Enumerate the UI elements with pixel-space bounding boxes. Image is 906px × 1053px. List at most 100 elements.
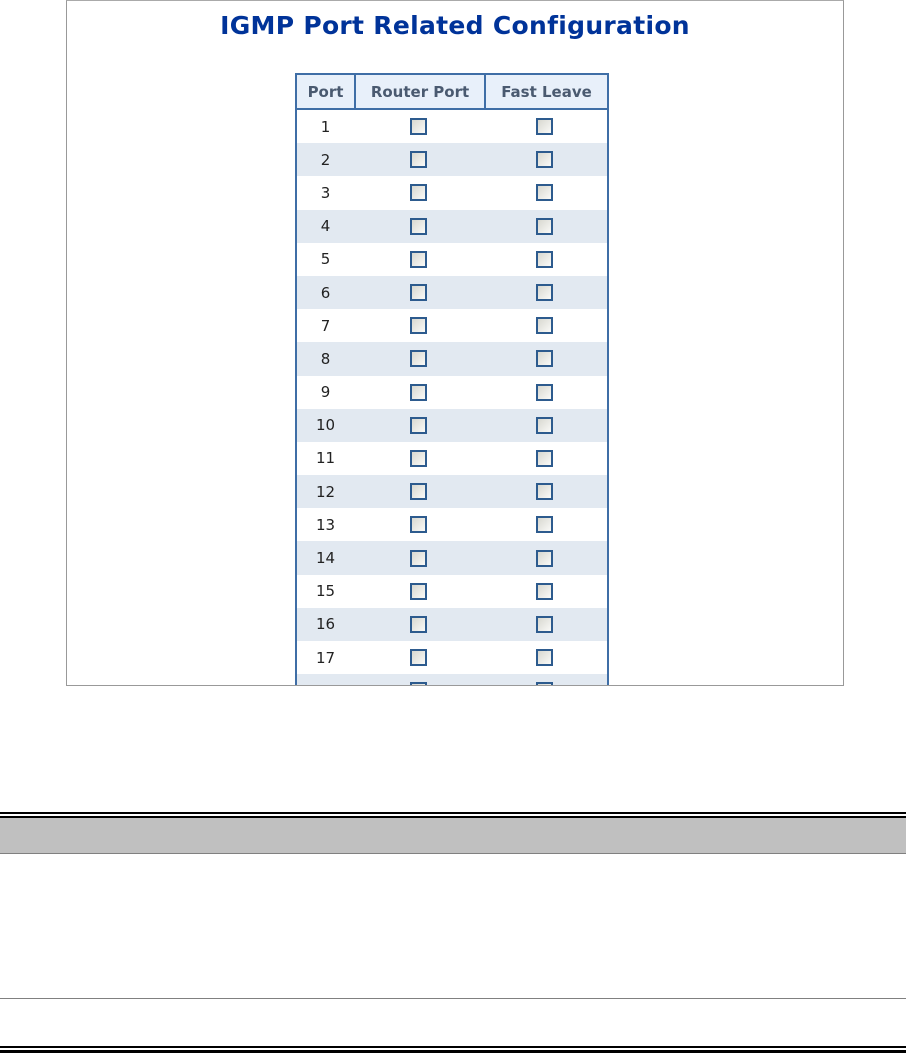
fast-leave-checkbox[interactable] — [536, 350, 553, 368]
table-row: 12 — [297, 475, 607, 509]
port-number: 9 — [320, 383, 331, 402]
header-fast-leave: Fast Leave — [484, 75, 607, 108]
router-port-cell — [354, 118, 482, 136]
fast-leave-checkbox[interactable] — [536, 151, 553, 169]
router-port-checkbox[interactable] — [409, 615, 427, 633]
router-port-checkbox[interactable] — [409, 682, 427, 685]
table-row: 17 — [297, 641, 607, 674]
router-port-checkbox[interactable] — [409, 383, 427, 401]
fast-leave-checkbox[interactable] — [536, 416, 553, 434]
fast-leave-checkbox[interactable] — [536, 615, 553, 633]
fast-leave-cell — [482, 383, 607, 401]
router-port-checkbox[interactable] — [409, 250, 427, 268]
header-divider — [0, 853, 906, 854]
port-number: 14 — [315, 549, 336, 568]
fast-leave-checkbox[interactable] — [536, 284, 553, 302]
port-number: 17 — [315, 648, 336, 667]
fast-leave-cell — [482, 350, 607, 368]
port-number: 4 — [320, 217, 331, 236]
router-port-checkbox[interactable] — [409, 151, 427, 169]
fast-leave-checkbox[interactable] — [536, 383, 553, 401]
table-row: 15 — [297, 575, 607, 608]
router-port-cell — [354, 516, 482, 534]
port-number: 16 — [315, 615, 336, 634]
router-port-checkbox[interactable] — [409, 217, 427, 235]
fast-leave-cell — [482, 284, 607, 302]
double-rule-top-2 — [0, 816, 906, 818]
header-port: Port — [307, 82, 344, 101]
fast-leave-cell — [482, 549, 607, 567]
router-port-checkbox[interactable] — [409, 317, 427, 335]
router-port-checkbox[interactable] — [409, 516, 427, 534]
fast-leave-checkbox[interactable] — [536, 582, 553, 600]
router-port-checkbox[interactable] — [409, 483, 427, 501]
port-number: 8 — [320, 349, 331, 368]
port-number: 2 — [320, 150, 331, 169]
router-port-checkbox[interactable] — [409, 416, 427, 434]
table-row: 6 — [297, 275, 607, 310]
fast-leave-cell — [482, 151, 607, 169]
router-port-checkbox[interactable] — [409, 649, 427, 667]
fast-leave-cell — [482, 317, 607, 335]
fast-leave-checkbox[interactable] — [536, 217, 553, 235]
table-row: 2 — [297, 143, 607, 177]
table-header: Port Router Port Fast Leave — [297, 75, 607, 110]
double-rule-bottom-1 — [0, 1046, 906, 1048]
router-port-cell — [354, 582, 482, 600]
description-table-header — [0, 818, 906, 853]
screenshot-frame: IGMP Port Related Configuration Port Rou… — [66, 0, 844, 686]
double-rule-top-1 — [0, 812, 906, 814]
table-row: 4 — [297, 209, 607, 243]
fast-leave-checkbox[interactable] — [536, 184, 553, 202]
fast-leave-cell — [482, 516, 607, 534]
router-port-cell — [354, 350, 482, 368]
table-row: 7 — [297, 309, 607, 342]
port-number: 12 — [315, 482, 336, 501]
table-row: 14 — [297, 541, 607, 575]
router-port-checkbox[interactable] — [409, 184, 427, 202]
router-port-checkbox[interactable] — [409, 118, 427, 136]
port-number: 7 — [320, 316, 331, 335]
router-port-cell — [354, 615, 482, 633]
port-number: 13 — [315, 515, 336, 534]
table-row: 8 — [297, 342, 607, 376]
router-port-checkbox[interactable] — [409, 549, 427, 567]
router-port-cell — [354, 549, 482, 567]
fast-leave-checkbox[interactable] — [536, 483, 553, 501]
port-number: 11 — [315, 449, 336, 468]
router-port-cell — [354, 682, 482, 685]
router-port-checkbox[interactable] — [409, 350, 427, 368]
fast-leave-checkbox[interactable] — [536, 317, 553, 335]
fast-leave-checkbox[interactable] — [536, 118, 553, 136]
port-number: 3 — [320, 183, 331, 202]
table-row: 16 — [297, 607, 607, 641]
router-port-cell — [354, 483, 482, 501]
table-row: 1 — [297, 110, 607, 143]
page-title: IGMP Port Related Configuration — [220, 11, 690, 40]
fast-leave-checkbox[interactable] — [536, 516, 553, 534]
router-port-checkbox[interactable] — [409, 284, 427, 302]
router-port-cell — [354, 317, 482, 335]
router-port-cell — [354, 151, 482, 169]
fast-leave-cell — [482, 118, 607, 136]
fast-leave-cell — [482, 217, 607, 235]
router-port-cell — [354, 649, 482, 667]
fast-leave-checkbox[interactable] — [536, 549, 553, 567]
table-row: 13 — [297, 508, 607, 541]
fast-leave-cell — [482, 250, 607, 268]
fast-leave-checkbox[interactable] — [536, 250, 553, 268]
port-number: 5 — [320, 250, 331, 269]
fast-leave-cell — [482, 184, 607, 202]
table-row: 11 — [297, 442, 607, 475]
table-row: 3 — [297, 176, 607, 209]
router-port-checkbox[interactable] — [409, 449, 427, 467]
fast-leave-cell — [482, 582, 607, 600]
fast-leave-checkbox[interactable] — [536, 449, 553, 467]
table-body: 1 2 3 4 5 6 7 8 9 10 11 12 13 14 15 16 17 — [297, 110, 607, 685]
router-port-cell — [354, 217, 482, 235]
fast-leave-checkbox[interactable] — [536, 682, 553, 685]
fast-leave-checkbox[interactable] — [536, 649, 553, 667]
router-port-checkbox[interactable] — [409, 582, 427, 600]
router-port-cell — [354, 449, 482, 467]
fast-leave-cell — [482, 615, 607, 633]
